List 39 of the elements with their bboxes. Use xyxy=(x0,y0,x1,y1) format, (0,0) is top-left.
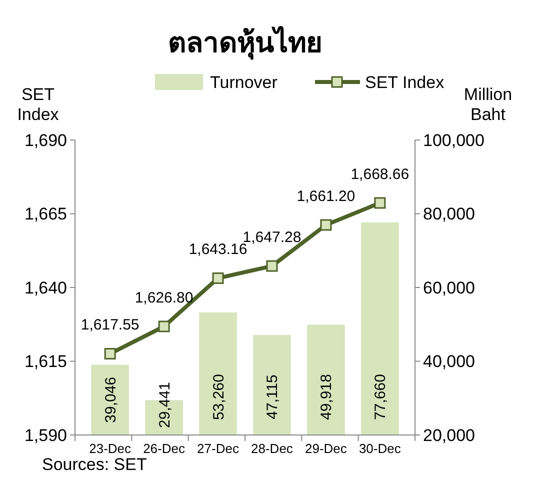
y-tick-label: 1,615 xyxy=(24,352,67,372)
legend-label: Turnover xyxy=(210,72,278,92)
data-label: 39,046 xyxy=(102,376,120,423)
y2-tick-label: 40,000 xyxy=(423,352,475,372)
y2-axis-title: Million Baht xyxy=(464,85,512,124)
point xyxy=(320,219,332,231)
point xyxy=(104,348,116,360)
data-label: 1,626.80 xyxy=(134,289,194,306)
point xyxy=(374,197,386,209)
point xyxy=(266,260,278,272)
legend-label: SET Index xyxy=(365,72,445,92)
x-tick-label: 28-Dec xyxy=(251,441,294,456)
y2-tick-label: 80,000 xyxy=(423,204,475,224)
x-tick-label: 23-Dec xyxy=(89,441,132,456)
y-tick-label: 1,690 xyxy=(24,130,67,150)
point xyxy=(158,320,170,332)
source-note: Sources: SET xyxy=(42,455,147,474)
data-label: 1,661.20 xyxy=(296,188,356,205)
x-tick-label: 27-Dec xyxy=(197,441,240,456)
data-label: 29,441 xyxy=(156,382,174,428)
y2-tick-label: 20,000 xyxy=(423,426,475,445)
data-label: 53,260 xyxy=(210,374,228,420)
y-axis-title: SET Index xyxy=(17,85,60,124)
chart-title: ตลาดหุ้นไทย xyxy=(168,26,322,60)
x-tick-label: 26-Dec xyxy=(143,441,186,456)
y2-tick-label: 100,000 xyxy=(423,130,484,150)
y-tick-label: 1,640 xyxy=(24,278,67,298)
data-label: 1,617.55 xyxy=(80,316,140,334)
point xyxy=(212,272,224,284)
x-tick-label: 30-Dec xyxy=(358,441,402,456)
y-tick-label: 1,590 xyxy=(24,426,67,445)
data-label: 1,668.66 xyxy=(350,166,410,183)
data-label: 49,918 xyxy=(318,374,336,420)
y2-tick-label: 60,000 xyxy=(423,278,475,298)
x-tick-label: 29-Dec xyxy=(304,441,348,456)
data-label: 77,660 xyxy=(372,374,390,420)
data-label: 47,115 xyxy=(264,374,282,420)
data-label: 1,643.16 xyxy=(188,241,248,258)
y-tick-label: 1,665 xyxy=(24,204,67,224)
